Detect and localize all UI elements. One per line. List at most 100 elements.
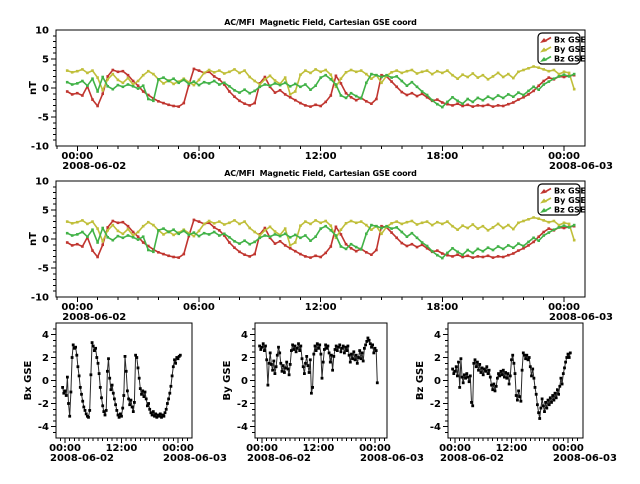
x-date-label: 2008-06-02 <box>62 312 126 323</box>
y-tick-label: -10 <box>31 142 49 153</box>
axis-ticks <box>250 328 385 443</box>
x-date-label: 2008-06-03 <box>163 453 227 464</box>
legend-box <box>537 32 581 65</box>
panel-title: AC/MFI Magnetic Field, Cartesian GSE coo… <box>224 18 417 27</box>
legend-arrow-icon <box>540 187 552 194</box>
y-tick-label: 5 <box>42 206 49 217</box>
x-tick-label: 12:00 <box>305 302 337 313</box>
x-tick-label: 12:00 <box>106 443 138 454</box>
plot-box <box>254 322 388 439</box>
y-tick-label: -5 <box>38 113 49 124</box>
y-tick-label: 0 <box>42 84 49 95</box>
legend-label: Bx GSE <box>554 36 586 45</box>
y-tick-label: 2 <box>434 353 441 364</box>
x-tick-label: 00:00 <box>359 443 391 454</box>
x-tick-label: 12:00 <box>303 443 335 454</box>
x-date-label: 2008-06-03 <box>360 453 424 464</box>
y-tick-label: -10 <box>31 293 49 304</box>
y-tick-label: -2 <box>430 399 441 410</box>
y-axis-label: Bz GSE <box>415 361 426 400</box>
axis-ticks <box>51 328 188 443</box>
y-tick-label: -5 <box>38 264 49 275</box>
legend-arrow-icon <box>540 46 552 53</box>
y-tick-label: -4 <box>38 422 49 433</box>
x-date-label: 2008-06-02 <box>62 161 126 172</box>
x-date-label: 2008-06-02 <box>440 453 504 464</box>
y-tick-label: 10 <box>35 26 49 37</box>
y-tick-label: 2 <box>42 353 49 364</box>
y-tick-label: -2 <box>237 399 248 410</box>
x-date-label: 2008-06-02 <box>247 453 311 464</box>
legend-entry: Bx GSE <box>540 36 586 45</box>
x-tick-label: 00:00 <box>548 151 580 162</box>
legend-arrow-icon <box>540 206 552 213</box>
y-tick-label: 4 <box>434 330 441 341</box>
axis-ticks <box>443 328 578 443</box>
series-markers-bz-gse <box>65 72 576 109</box>
x-tick-label: 00:00 <box>49 443 81 454</box>
y-tick-label: -4 <box>430 422 441 433</box>
x-date-label: 2008-06-03 <box>553 453 617 464</box>
x-tick-label: 00:00 <box>162 443 194 454</box>
x-tick-label: 06:00 <box>183 302 215 313</box>
y-tick-label: 2 <box>241 353 248 364</box>
legend-label: By GSE <box>554 45 586 54</box>
legend-label: Bz GSE <box>554 206 585 215</box>
y-tick-label: 5 <box>42 55 49 66</box>
y-tick-label: 10 <box>35 177 49 188</box>
y-axis-label: By GSE <box>222 360 233 400</box>
series-markers-bz-gse <box>451 351 572 420</box>
panel-title: AC/MFI Magnetic Field, Cartesian GSE coo… <box>224 169 417 178</box>
series-markers-by-gse <box>65 216 576 247</box>
legend-label: By GSE <box>554 196 586 205</box>
x-date-label: 2008-06-03 <box>549 161 613 172</box>
y-tick-label: 4 <box>42 330 49 341</box>
x-tick-label: 12:00 <box>496 443 528 454</box>
y-axis-label: nT <box>28 81 39 95</box>
legend-arrow-icon <box>540 197 552 204</box>
axis-ticks <box>51 35 565 151</box>
legend-entry: Bz GSE <box>540 55 585 64</box>
x-tick-label: 00:00 <box>439 443 471 454</box>
y-tick-label: 4 <box>241 330 248 341</box>
legend-entry: Bx GSE <box>540 187 586 196</box>
y-tick-label: 0 <box>434 376 441 387</box>
axis-ticks <box>51 186 565 302</box>
x-tick-label: 00:00 <box>61 302 93 313</box>
y-tick-label: -2 <box>38 399 49 410</box>
series-markers-bx-gse <box>61 341 182 419</box>
x-date-label: 2008-06-02 <box>50 453 114 464</box>
x-tick-label: 06:00 <box>183 151 215 162</box>
x-tick-label: 18:00 <box>426 302 458 313</box>
y-tick-label: 0 <box>42 376 49 387</box>
x-tick-label: 00:00 <box>246 443 278 454</box>
x-date-label: 2008-06-03 <box>549 312 613 323</box>
legend-entry: By GSE <box>540 45 586 54</box>
legend-entry: By GSE <box>540 196 586 205</box>
legend-box <box>537 183 581 216</box>
y-axis-label: Bx GSE <box>23 360 34 400</box>
legend-arrow-icon <box>540 55 552 62</box>
x-tick-label: 00:00 <box>548 302 580 313</box>
y-tick-label: 0 <box>42 235 49 246</box>
x-tick-label: 18:00 <box>426 151 458 162</box>
series-markers-bx-gse <box>65 218 576 259</box>
x-tick-label: 00:00 <box>61 151 93 162</box>
x-tick-label: 00:00 <box>552 443 584 454</box>
legend-label: Bz GSE <box>554 55 585 64</box>
legend-entry: Bz GSE <box>540 206 585 215</box>
y-axis-label: nT <box>28 232 39 246</box>
series-markers-by-gse <box>258 336 379 395</box>
legend-arrow-icon <box>540 36 552 43</box>
legend-label: Bx GSE <box>554 187 586 196</box>
y-tick-label: 0 <box>241 376 248 387</box>
